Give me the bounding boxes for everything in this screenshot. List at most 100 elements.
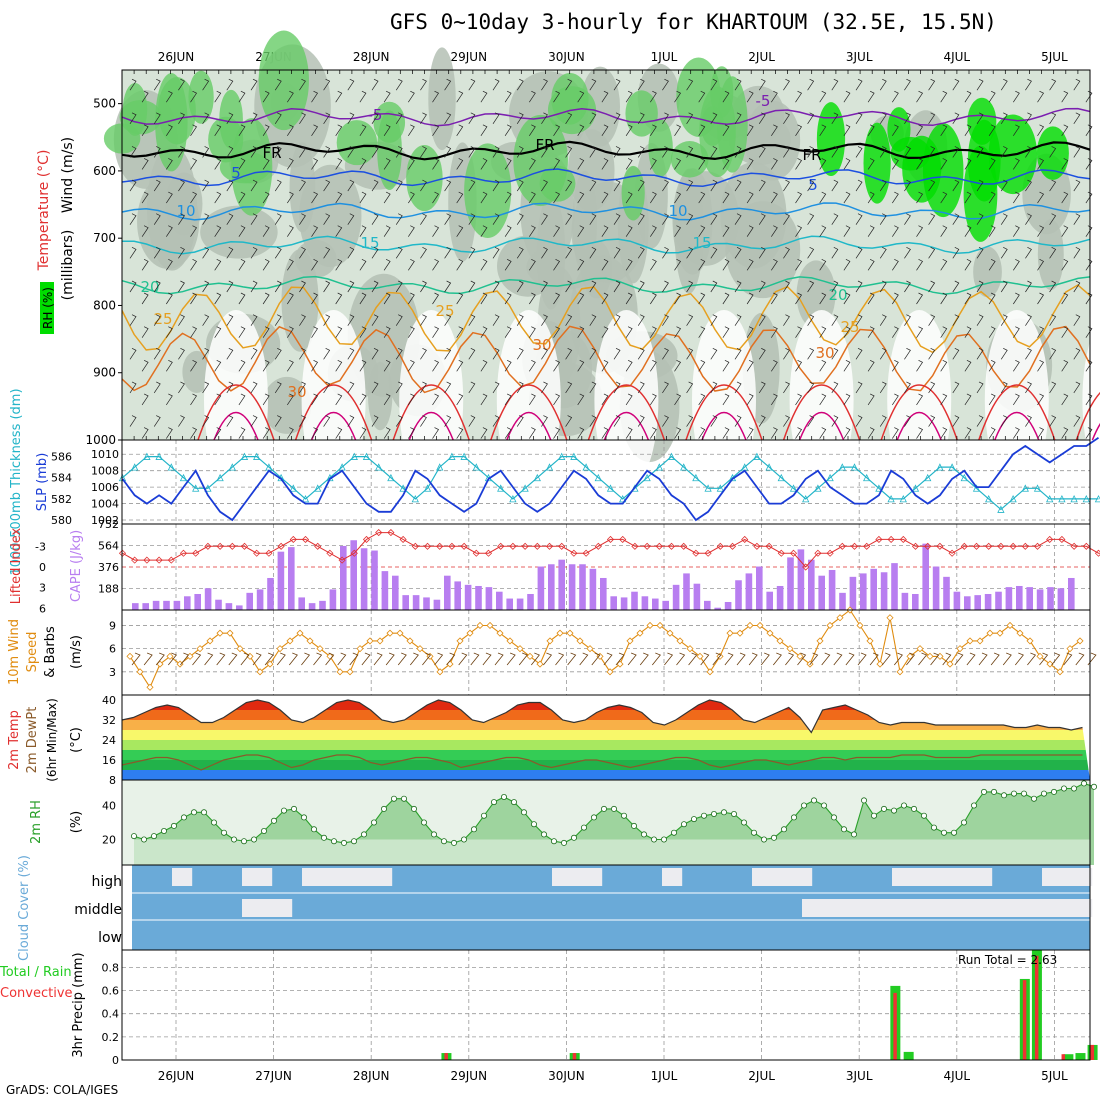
contour-label: FR xyxy=(802,146,821,164)
cloud-clear-cell xyxy=(1042,868,1053,886)
wind-barb xyxy=(916,292,924,305)
wind-barb xyxy=(601,191,609,204)
rh-moist-shading xyxy=(122,83,148,136)
surface-wind-barb xyxy=(506,652,516,666)
wind-barb xyxy=(964,90,972,103)
thickness-marker xyxy=(1094,494,1100,503)
surface-wind-barb xyxy=(712,652,722,666)
wind-barb xyxy=(867,292,875,305)
wind-barb xyxy=(274,415,282,427)
wind-barb xyxy=(274,247,282,259)
wind-barb xyxy=(468,381,476,394)
chart-title: GFS 0~10day 3-hourly for KHARTOUM (32.5E… xyxy=(390,10,997,34)
pressure-tick-label: 900 xyxy=(93,366,116,380)
lifted-index-marker xyxy=(1033,542,1042,550)
wind-barb xyxy=(904,415,911,427)
cloud-clear-cell xyxy=(782,868,793,886)
wind-barb xyxy=(637,415,645,427)
rh-marker xyxy=(671,829,678,836)
lifted-index-marker xyxy=(936,542,944,550)
wind-barb xyxy=(395,280,403,293)
isotherm-35 xyxy=(782,384,861,441)
surface-wind-barb xyxy=(954,652,964,666)
wind-barb xyxy=(674,259,682,271)
wind-barb xyxy=(1025,112,1032,125)
wind-barb xyxy=(553,90,561,103)
lifted-index-marker xyxy=(228,542,236,550)
wind-barb xyxy=(420,314,427,326)
cloud-clear-cell xyxy=(952,868,963,886)
rh-shading xyxy=(262,376,312,434)
wind-barb xyxy=(492,280,500,293)
wind-barb xyxy=(698,359,706,372)
wind-barb xyxy=(311,90,319,103)
cape-bar xyxy=(204,588,212,610)
lifted-index-marker xyxy=(863,542,871,550)
wind-barb xyxy=(468,247,476,259)
lifted-index-marker xyxy=(448,542,456,550)
cloud-clear-cell xyxy=(1062,899,1073,917)
lifted-index-marker xyxy=(680,542,688,550)
wind-barb xyxy=(202,247,210,259)
thickness-line xyxy=(122,455,1099,511)
wind-barb xyxy=(456,292,464,305)
wind-barb xyxy=(408,359,415,372)
cape-bar xyxy=(797,549,805,610)
cape-bar xyxy=(173,600,181,610)
rh-marker xyxy=(921,812,928,819)
wind-barb xyxy=(758,247,766,259)
wind-barb xyxy=(698,158,706,170)
wind-speed-marker xyxy=(746,621,754,630)
precip-axis-label: 3hr Precip (mm) xyxy=(71,952,86,1057)
cape-bar xyxy=(288,547,295,610)
precip-total-bar xyxy=(1075,1053,1086,1060)
rh-marker xyxy=(330,838,337,845)
wind-barb xyxy=(819,191,827,204)
wind-barb xyxy=(819,393,827,406)
wind-barb xyxy=(746,292,754,305)
wind-barb xyxy=(904,247,911,259)
wind-speed-marker xyxy=(666,629,674,637)
contour-label: 10 xyxy=(176,202,195,220)
wind-barb xyxy=(420,78,427,91)
wind-barb xyxy=(819,292,827,305)
surface-wind-barb xyxy=(942,652,952,666)
wind-barb xyxy=(262,326,270,338)
wind-barb xyxy=(432,225,440,237)
rh-marker xyxy=(490,799,497,806)
wind-barb xyxy=(529,292,536,305)
wind-barb xyxy=(916,225,924,237)
surface-wind-barb xyxy=(555,652,565,666)
wind-barb xyxy=(964,191,972,204)
wind-barb xyxy=(771,427,778,439)
wind-barb xyxy=(795,124,803,137)
wind-speed-marker xyxy=(956,645,964,653)
wind-barb xyxy=(347,347,355,360)
thickness-marker xyxy=(594,473,602,482)
wind-barb xyxy=(843,225,851,237)
cloud-clear-cell xyxy=(372,868,383,886)
precip-tick-label: 0.6 xyxy=(102,985,120,998)
wind-barb xyxy=(601,393,609,406)
wind-speed-marker xyxy=(316,645,324,653)
wind-barb xyxy=(190,427,198,439)
wind-barb xyxy=(226,280,234,293)
surface-wind-barb xyxy=(530,652,540,666)
temperature-axis-label: Temperature (°C) xyxy=(36,150,52,272)
rh-marker xyxy=(781,826,788,833)
wind-barb xyxy=(420,415,427,427)
wind-speed-marker xyxy=(196,645,204,653)
wind-barb xyxy=(492,314,500,326)
wind-barb xyxy=(662,314,669,326)
rh-marker xyxy=(591,814,598,821)
temp-color-band xyxy=(122,710,1090,720)
wind-barb xyxy=(928,78,936,91)
wind-barb xyxy=(589,112,597,125)
wind-barb xyxy=(565,179,573,192)
date-label-top: 2JUL xyxy=(748,50,775,64)
surface-wind-barb xyxy=(167,652,177,666)
wind-barb xyxy=(1037,191,1045,204)
wind-speed-marker xyxy=(916,645,924,653)
wind-barb xyxy=(674,90,682,103)
